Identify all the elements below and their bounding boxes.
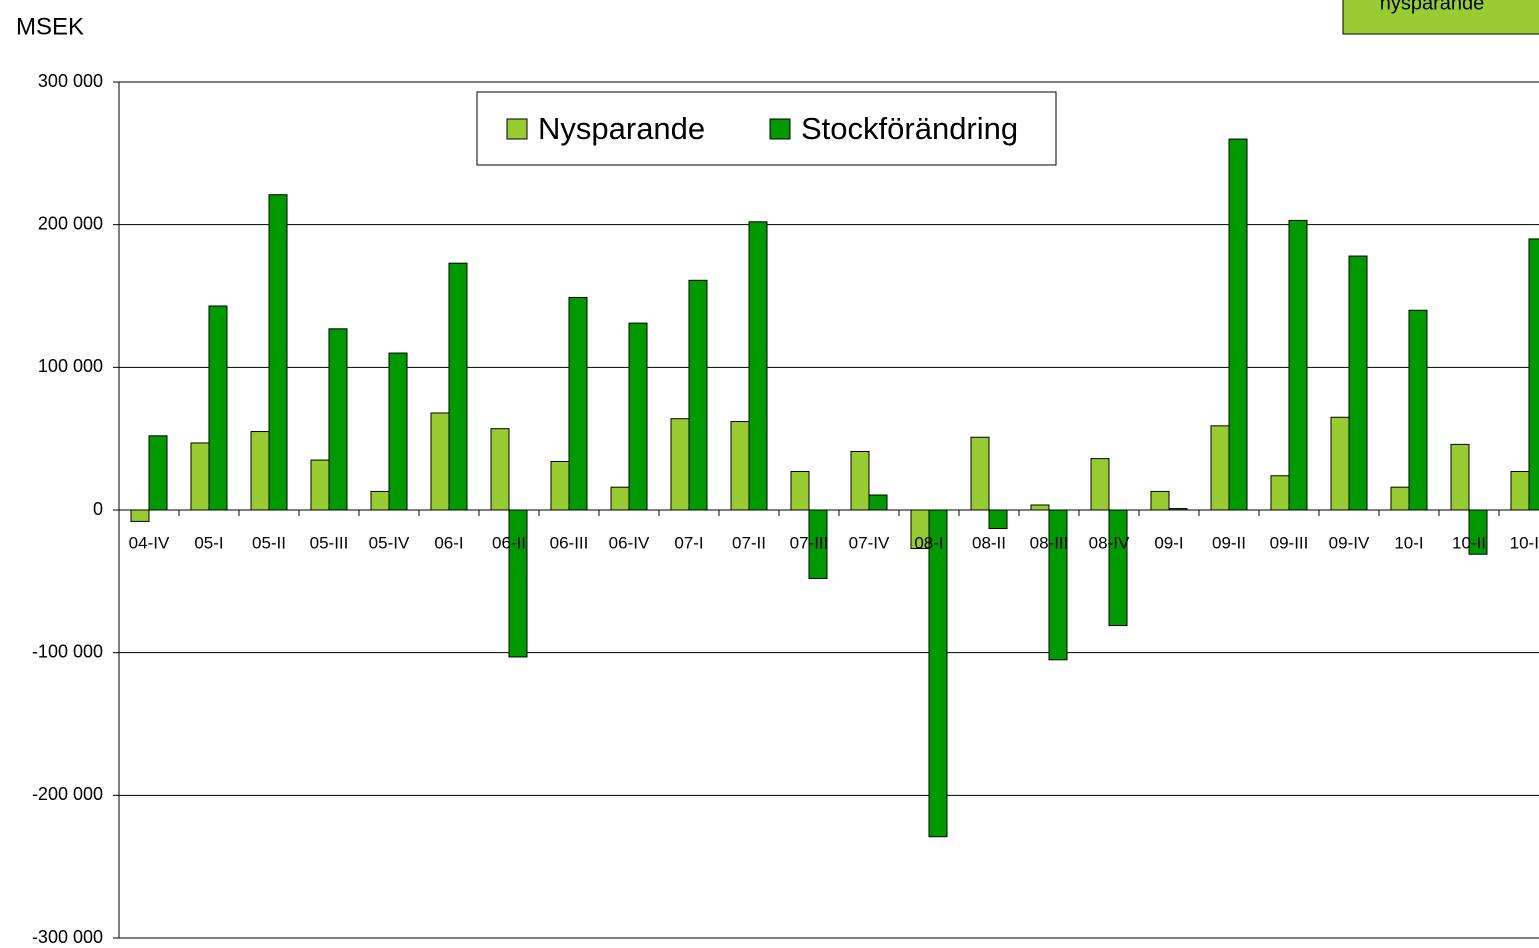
- bar: [1510, 470, 1530, 511]
- x-tick-label: 05-I: [194, 533, 223, 552]
- bar: [130, 509, 150, 522]
- bar: [988, 509, 1008, 530]
- x-tick-label: 05-IV: [369, 533, 410, 552]
- x-tick-label: 10-III: [1510, 533, 1539, 552]
- bar: [1270, 475, 1290, 511]
- bar: [550, 460, 570, 511]
- bar: [190, 442, 210, 511]
- bar: [1150, 490, 1170, 511]
- bar: [148, 435, 168, 511]
- bar: [1348, 255, 1368, 511]
- bar: [388, 352, 408, 511]
- bar: [568, 296, 588, 511]
- bar: [430, 412, 450, 511]
- bar: [928, 509, 948, 838]
- bar: [970, 436, 990, 511]
- bar: [1228, 138, 1248, 511]
- legend-label: Nysparande: [538, 111, 705, 146]
- bar: [1210, 425, 1230, 511]
- x-tick-label: 08-II: [972, 533, 1006, 552]
- x-tick-label: 09-IV: [1329, 533, 1370, 552]
- bar: [1030, 504, 1050, 511]
- bar: [1090, 458, 1110, 511]
- y-tick-label: -300 000: [32, 927, 103, 947]
- x-tick-label: 05-III: [310, 533, 349, 552]
- x-tick-label: 09-II: [1212, 533, 1246, 552]
- bar: [448, 262, 468, 511]
- bar: [250, 431, 270, 511]
- x-tick-label: 05-II: [252, 533, 286, 552]
- x-tick-label: 09-I: [1154, 533, 1183, 552]
- bar: [850, 451, 870, 511]
- bar: [508, 509, 528, 658]
- bar: [790, 470, 810, 511]
- x-tick-label: 07-IV: [849, 533, 890, 552]
- x-tick-label: 08-I: [914, 533, 943, 552]
- bar: [268, 194, 288, 511]
- legend-swatch: [506, 118, 528, 140]
- bar: [328, 328, 348, 511]
- bar: [868, 494, 888, 511]
- x-tick-label: 06-III: [550, 533, 589, 552]
- bar: [208, 305, 228, 511]
- x-tick-label: 07-I: [674, 533, 703, 552]
- bar: [490, 428, 510, 511]
- x-tick-label: 06-II: [492, 533, 526, 552]
- y-tick-label: 100 000: [38, 356, 103, 376]
- x-tick-label: 07-III: [790, 533, 829, 552]
- bar: [748, 221, 768, 511]
- bar: [1288, 219, 1308, 511]
- x-tick-label: 08-IV: [1089, 533, 1130, 552]
- bar: [730, 421, 750, 511]
- x-tick-label: 09-III: [1270, 533, 1309, 552]
- bar: [610, 486, 630, 511]
- y-tick-label: 200 000: [38, 213, 103, 233]
- bar: [1330, 416, 1350, 511]
- annotation-box: [1342, 0, 1539, 35]
- annotation: nysparande: [1380, 0, 1485, 14]
- bar: [1390, 486, 1410, 511]
- legend-box: [476, 91, 1057, 166]
- legend-label: Stockförändring: [801, 111, 1018, 146]
- x-tick-label: 10-I: [1394, 533, 1423, 552]
- bar: [1450, 443, 1470, 511]
- y-tick-label: -100 000: [32, 641, 103, 661]
- bar: [1528, 238, 1539, 511]
- x-tick-label: 08-III: [1030, 533, 1069, 552]
- legend-swatch: [769, 118, 791, 140]
- x-tick-label: 07-II: [732, 533, 766, 552]
- x-tick-label: 04-IV: [129, 533, 170, 552]
- bar: [1108, 509, 1128, 627]
- y-tick-label: -200 000: [32, 784, 103, 804]
- bar: [628, 322, 648, 511]
- x-tick-label: 10-II: [1452, 533, 1486, 552]
- bar: [1048, 509, 1068, 661]
- bar: [1408, 309, 1428, 511]
- y-tick-label: 0: [93, 499, 103, 519]
- y-axis-label: MSEK: [16, 13, 84, 40]
- y-tick-label: 300 000: [38, 71, 103, 91]
- bar: [688, 279, 708, 511]
- bar: [370, 490, 390, 511]
- bar: [670, 418, 690, 511]
- bar: [310, 459, 330, 511]
- x-tick-label: 06-I: [434, 533, 463, 552]
- x-tick-label: 06-IV: [609, 533, 650, 552]
